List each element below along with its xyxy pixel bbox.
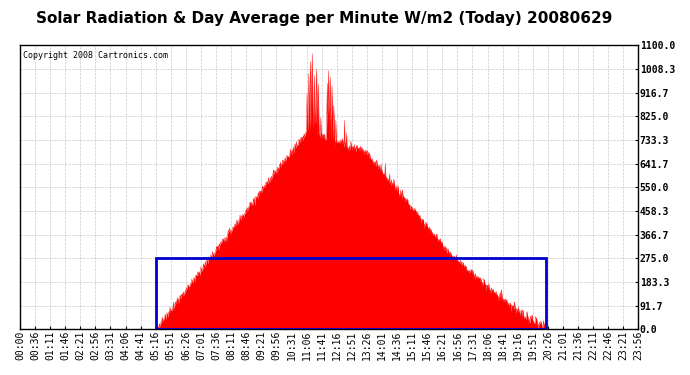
Text: Solar Radiation & Day Average per Minute W/m2 (Today) 20080629: Solar Radiation & Day Average per Minute… bbox=[36, 11, 613, 26]
Text: Copyright 2008 Cartronics.com: Copyright 2008 Cartronics.com bbox=[23, 51, 168, 60]
Bar bbox=[156, 258, 546, 329]
